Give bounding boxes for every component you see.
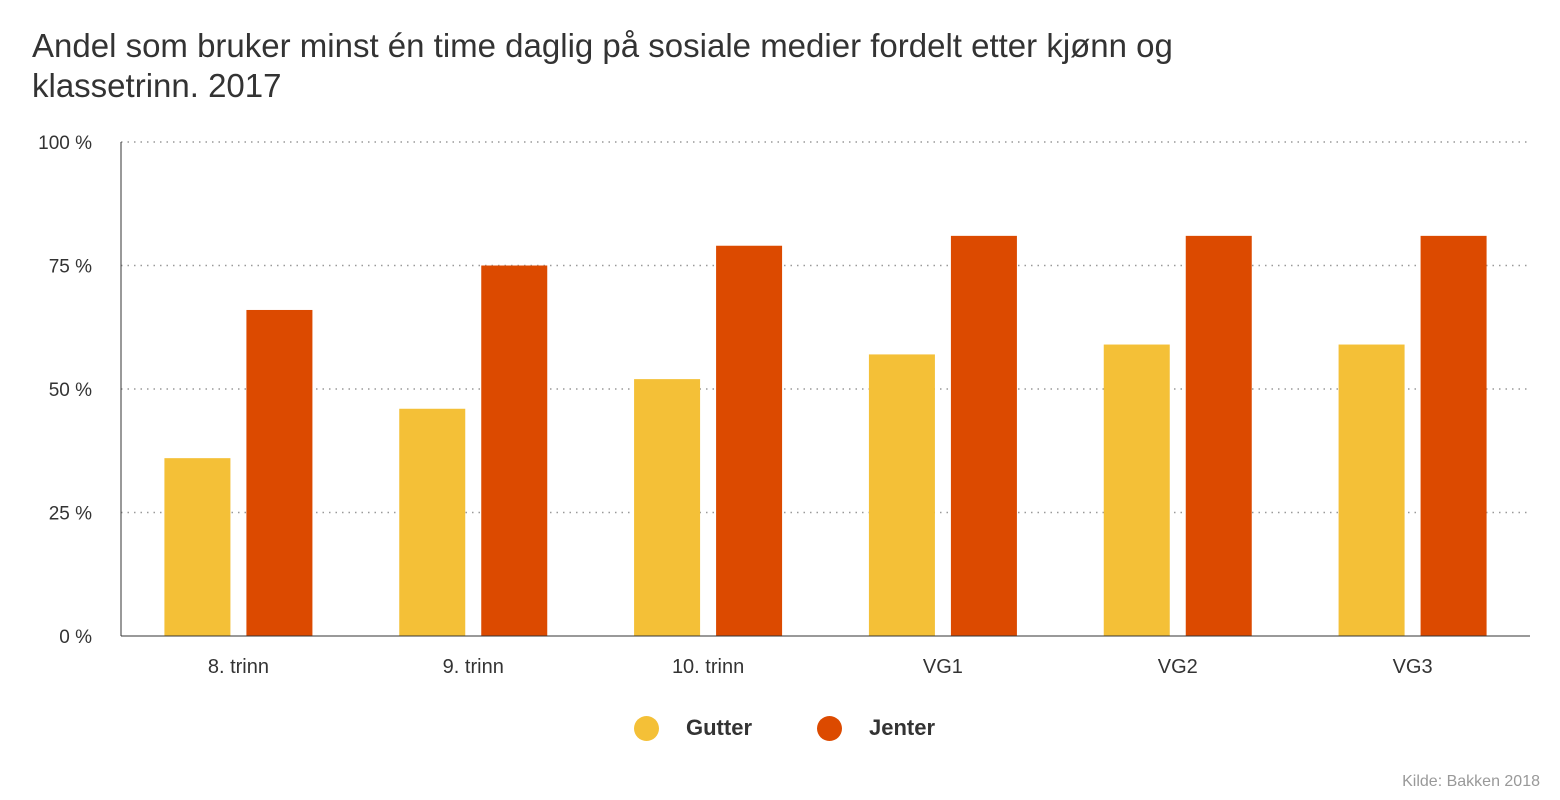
legend: Gutter Jenter [0,708,1560,748]
bars [164,235,1487,637]
bar-chart: 0 % 25 % 50 % 75 % 100 % 8. trinn 9. trinn 10.… [38,133,1530,678]
gridlines [121,141,1530,514]
legend-swatch-gutter [634,715,659,741]
legend-label-gutter: Gutter [686,715,752,740]
x-tick-labels: 8. trinn 9. trinn 10. trinn VG1 VG2 VG3 [208,656,1433,678]
legend-swatch-jenter [817,715,842,741]
x-tick-label: VG2 [1158,656,1198,678]
bar-jenter [716,245,783,637]
y-tick-labels: 0 % 25 % 50 % 75 % 100 % [38,133,92,648]
y-tick-label: 100 % [38,133,92,154]
bar-jenter [481,265,548,636]
bar-jenter [950,235,1017,637]
x-tick-label: VG3 [1393,656,1433,678]
y-tick-label: 50 % [49,380,92,401]
bar-jenter [1420,235,1487,637]
chart-title: Andel som bruker minst én time daglig på… [32,27,1173,104]
legend-item-jenter[interactable]: Jenter [817,708,935,748]
legend-item-gutter[interactable]: Gutter [634,708,752,748]
bar-gutter [1338,344,1405,636]
bar-gutter [634,379,701,636]
y-tick-label: 25 % [49,504,92,525]
legend-label-jenter: Jenter [869,715,936,740]
y-tick-label: 0 % [59,627,92,648]
bar-gutter [164,458,231,636]
x-tick-label: VG1 [923,656,963,678]
bar-gutter [1103,344,1170,636]
y-tick-label: 75 % [49,257,92,278]
source-note: Kilde: Bakken 2018 [1402,773,1540,790]
x-tick-label: 9. trinn [443,656,504,678]
axes [120,142,1530,637]
bar-gutter [868,354,935,636]
bar-jenter [1185,235,1252,637]
x-tick-label: 8. trinn [208,656,269,678]
bar-jenter [246,309,313,636]
bar-gutter [399,408,466,636]
x-tick-label: 10. trinn [672,656,744,678]
